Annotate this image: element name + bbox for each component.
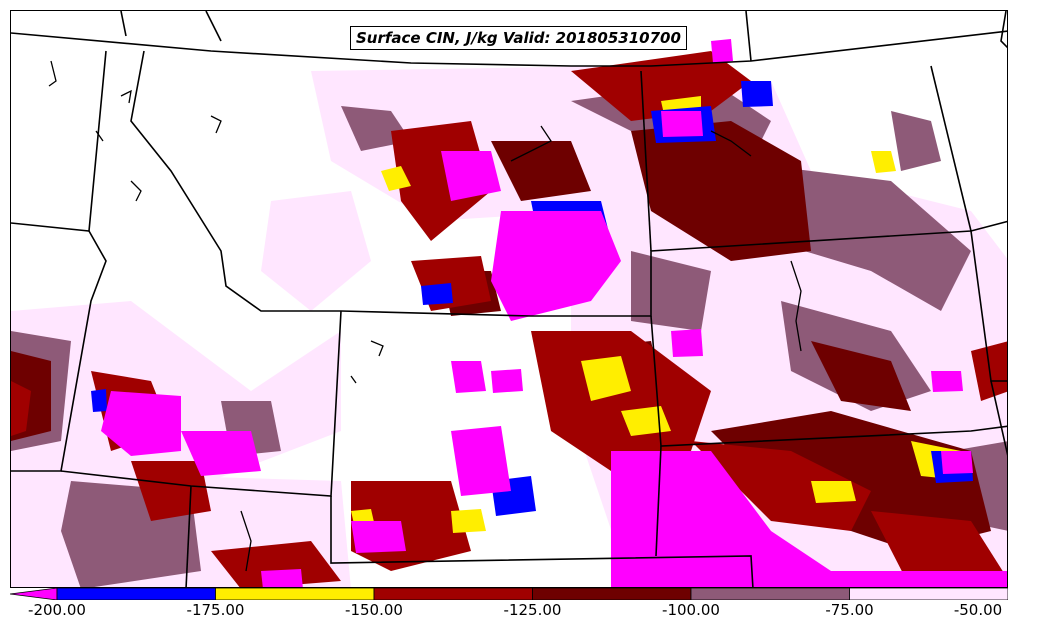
legend-swatch--200-to--175 xyxy=(56,588,216,600)
map-title: Surface CIN, J/kg Valid: 201805310700 xyxy=(350,26,687,50)
cin-band-lt-200 xyxy=(101,39,1007,587)
cin-map xyxy=(11,11,1007,587)
legend-tick-label: -125.00 xyxy=(503,601,562,619)
legend-swatch--100-to--75 xyxy=(690,588,850,600)
legend-tick-label: -75.00 xyxy=(825,601,874,619)
legend-tick-label: -150.00 xyxy=(345,601,403,619)
state-boundaries xyxy=(11,11,1007,587)
legend-swatch--75-to--50 xyxy=(849,588,1008,600)
legend-tick-label: -50.00 xyxy=(953,601,1003,619)
legend-tick-label: -100.00 xyxy=(662,601,720,619)
legend-swatch--150-to--125 xyxy=(373,588,533,600)
water-outlines xyxy=(48,60,802,572)
legend-swatch-lt-200 xyxy=(10,588,58,600)
color-legend xyxy=(10,588,1008,600)
legend-swatch--175-to--150 xyxy=(215,588,375,600)
legend-tick-label: -200.00 xyxy=(28,601,86,619)
legend-swatch--125-to--100 xyxy=(532,588,692,600)
legend-tick-label: -175.00 xyxy=(186,601,245,619)
map-panel: Surface CIN, J/kg Valid: 201805310700 xyxy=(10,10,1008,588)
